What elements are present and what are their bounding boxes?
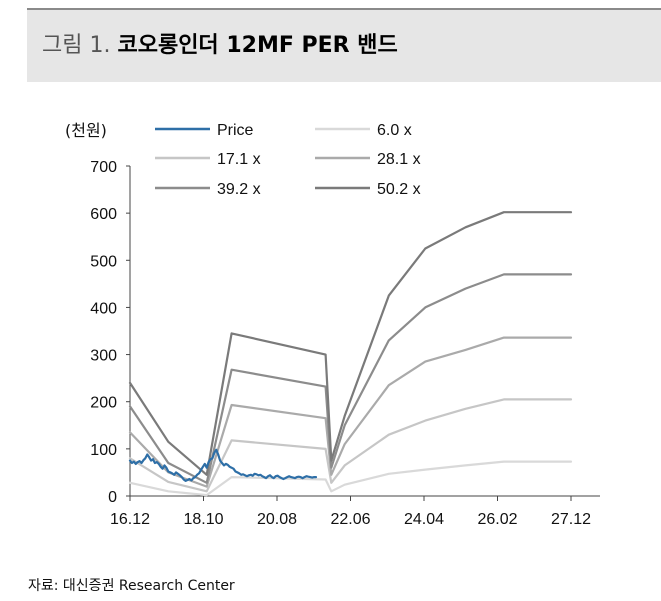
y-tick-label: 700	[90, 159, 117, 176]
figure-title: 그림 1. 코오롱인더 12MF PER 밴드	[42, 27, 398, 59]
band-line-392	[128, 273, 573, 484]
x-tick-label: 22.06	[330, 511, 370, 528]
chart-legend: Price 6.0 x 17.1 x 28.1 x 39.2 x 50.2 x	[155, 122, 421, 198]
legend-label: 50.2 x	[377, 181, 421, 198]
title-top-rule	[27, 8, 661, 10]
legend-label: 6.0 x	[377, 122, 412, 139]
band-line-171	[128, 398, 573, 493]
x-tick-label: 24.04	[404, 511, 444, 528]
y-unit-label: (천원)	[65, 121, 107, 140]
source-note: 자료: 대신증권 Research Center	[28, 578, 235, 594]
y-tick-label: 500	[90, 253, 117, 270]
legend-label: Price	[217, 122, 254, 139]
legend-label: 17.1 x	[217, 151, 261, 168]
legend-label: 28.1 x	[377, 151, 421, 168]
band-line-60	[128, 460, 573, 497]
y-tick-label: 100	[90, 442, 117, 459]
figure-label: 그림 1.	[42, 33, 111, 58]
chart-series	[128, 211, 573, 497]
band-line-281	[128, 336, 573, 488]
x-tick-label: 26.02	[477, 511, 517, 528]
y-tick-label: 400	[90, 300, 117, 317]
x-tick-label: 16.12	[110, 511, 150, 528]
x-tick-label: 20.08	[257, 511, 297, 528]
title-bar	[27, 10, 661, 82]
x-tick-label: 18.10	[183, 511, 223, 528]
figure-title-text: 코오롱인더 12MF PER 밴드	[117, 33, 398, 58]
x-tick-label: 27.12	[551, 511, 591, 528]
price-line	[128, 448, 318, 482]
legend-label: 39.2 x	[217, 181, 261, 198]
y-tick-label: 0	[108, 489, 117, 506]
y-tick-label: 200	[90, 395, 117, 412]
chart-axes: 0 100 200 300 400 500 600 700 (천원) 16.12 18.10 20.0…	[65, 121, 600, 528]
y-tick-label: 300	[90, 348, 117, 365]
y-tick-label: 600	[90, 206, 117, 223]
